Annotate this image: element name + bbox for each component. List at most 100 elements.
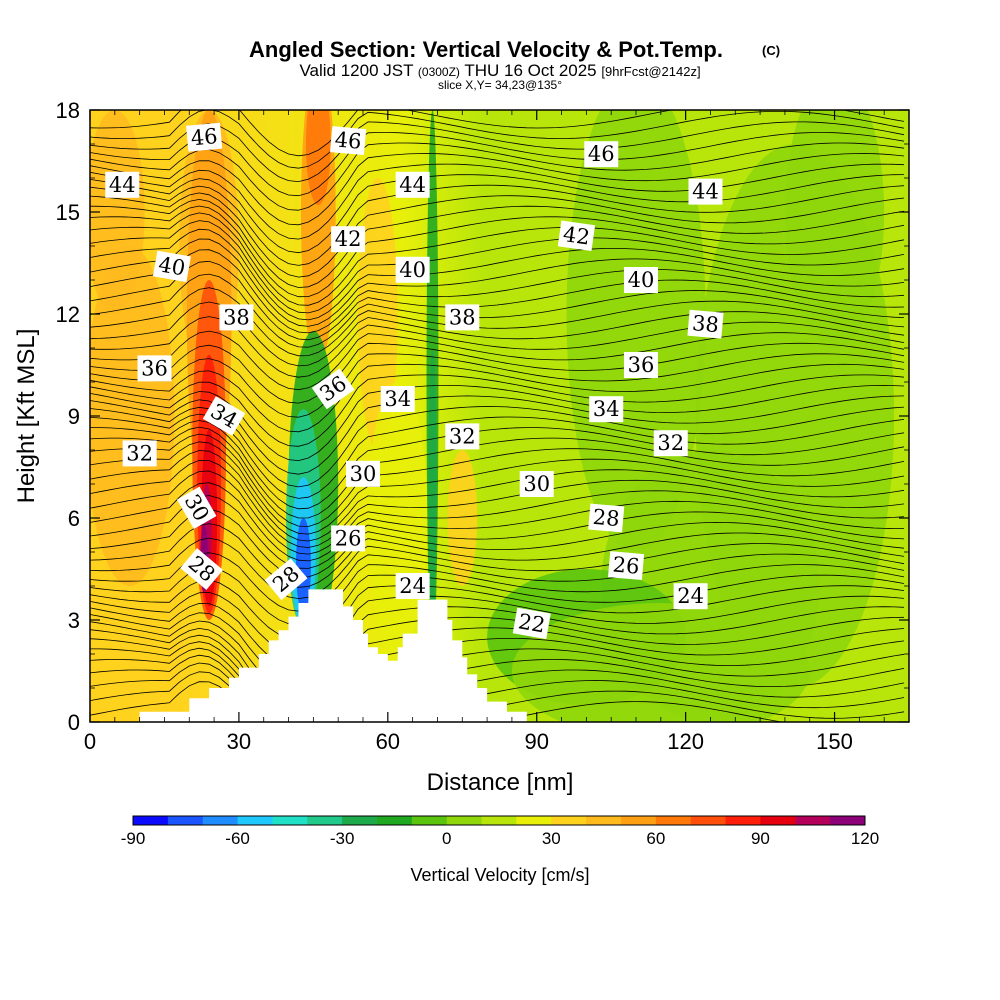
colorbar-segment xyxy=(411,816,448,825)
isentrope-line xyxy=(90,342,905,404)
valid-prefix: Valid 1200 JST xyxy=(299,61,413,80)
isentrope-line xyxy=(90,616,905,697)
contour-label: 44 xyxy=(105,171,140,198)
colorbar-segment xyxy=(690,816,727,825)
isentrope-line xyxy=(90,110,905,157)
contour-label-box xyxy=(330,126,367,156)
y-axis-label: Height [Kft MSL] xyxy=(13,329,40,504)
contour-label-text: 32 xyxy=(657,431,684,455)
contour-label-box xyxy=(202,396,246,436)
contour-label-text: 28 xyxy=(592,505,621,531)
isentrope-line xyxy=(90,641,905,722)
contour-label: 24 xyxy=(673,583,708,610)
contour-label-box xyxy=(687,309,724,339)
contour-label-box xyxy=(395,256,430,283)
contour-label-box xyxy=(180,548,224,590)
contour-label-box xyxy=(346,460,380,487)
contour-label-box xyxy=(137,355,172,382)
contour-label-text: 30 xyxy=(523,472,550,496)
contour-label-box xyxy=(105,171,140,198)
contour-label: 34 xyxy=(589,396,624,423)
isentrope-line xyxy=(90,287,905,357)
contour-label-box xyxy=(152,250,191,283)
contour-label-text: 44 xyxy=(109,173,136,197)
colorbar-segment xyxy=(830,816,866,825)
isentrope-line xyxy=(90,470,905,555)
contour-label: 44 xyxy=(688,178,723,205)
colorbar-segment xyxy=(725,816,761,825)
isentrope-line xyxy=(90,441,905,535)
y-tick-label: 12 xyxy=(56,302,80,327)
velocity-cell xyxy=(358,178,398,450)
contour-label-text: 26 xyxy=(335,526,362,550)
contour-label-box xyxy=(395,171,430,198)
isentrope-line xyxy=(90,552,905,612)
colorbar-segment xyxy=(237,816,273,825)
contour-label-box xyxy=(176,486,217,530)
isentrope-line xyxy=(90,523,905,588)
colorbar-segment xyxy=(551,816,587,825)
y-tick-label: 6 xyxy=(68,506,80,531)
colorbar-segment xyxy=(202,816,239,825)
contour-label-text: 46 xyxy=(334,127,363,153)
contour-label-box xyxy=(122,440,157,467)
colorbar-segment xyxy=(272,816,308,825)
y-tick-label: 3 xyxy=(68,608,80,633)
y-tick-label: 9 xyxy=(68,404,80,429)
contour-label-box xyxy=(331,525,366,552)
valid-time-line: Valid 1200 JST (0300Z) THU 16 Oct 2025 [… xyxy=(299,61,700,80)
velocity-cell xyxy=(447,450,478,586)
isentrope-line xyxy=(90,537,905,600)
colorbar-segment xyxy=(760,816,796,825)
contour-label-text: 26 xyxy=(612,552,641,578)
contour-label: 32 xyxy=(122,440,157,467)
isentrope-line xyxy=(90,184,905,266)
y-tick-label: 0 xyxy=(68,710,80,735)
contour-label-text: 36 xyxy=(628,353,655,377)
isentrope-line xyxy=(90,433,905,527)
isentrope-line xyxy=(90,420,905,510)
contour-label: 28 xyxy=(588,503,625,533)
velocity-cell xyxy=(300,110,336,365)
contour-label-text: 38 xyxy=(223,305,250,329)
isentrope-line xyxy=(90,249,905,334)
colorbar-segment xyxy=(446,816,483,825)
isentrope-line xyxy=(90,627,905,709)
x-tick-label: 120 xyxy=(667,729,704,754)
contour-label-box xyxy=(264,558,308,601)
contour-label-text: 22 xyxy=(517,609,547,637)
isentrope-line xyxy=(90,564,905,626)
isentrope-line xyxy=(90,121,905,183)
colorbar-segment xyxy=(342,816,378,825)
contour-label-box xyxy=(186,122,223,152)
colorbar-tick-label: 90 xyxy=(751,829,770,848)
contour-label-box xyxy=(557,220,596,252)
isentrope-line xyxy=(90,606,905,683)
isentrope-line xyxy=(90,220,905,314)
colorbar-segment xyxy=(795,816,831,825)
valid-utc: (0300Z) xyxy=(418,65,460,79)
contour-label-text: 40 xyxy=(399,258,426,282)
colorbar-frame xyxy=(132,815,866,826)
contour-label: 42 xyxy=(331,226,366,253)
contour-label-box xyxy=(588,503,625,533)
contour-label-box xyxy=(623,352,658,378)
colorbar-segment xyxy=(516,816,552,825)
isentrope-line xyxy=(90,330,905,391)
isentrope-line xyxy=(90,163,905,240)
isentrope-line xyxy=(90,495,905,569)
isentrope-line xyxy=(90,426,905,519)
contour-label-box xyxy=(584,141,619,168)
contour-label-box xyxy=(653,430,688,457)
contour-label: 36 xyxy=(623,352,658,378)
contour-label: 46 xyxy=(330,126,367,156)
contour-label-text: 24 xyxy=(677,584,704,608)
contour-label: 38 xyxy=(219,304,254,331)
contour-label: 46 xyxy=(186,122,223,152)
contour-label-box xyxy=(623,267,658,293)
colorbar-segment xyxy=(655,816,692,825)
isentrope-line xyxy=(90,450,905,542)
colorbar-tick-label: -60 xyxy=(225,829,250,848)
isentrope-line xyxy=(90,228,905,321)
contour-label-text: 24 xyxy=(399,574,426,598)
